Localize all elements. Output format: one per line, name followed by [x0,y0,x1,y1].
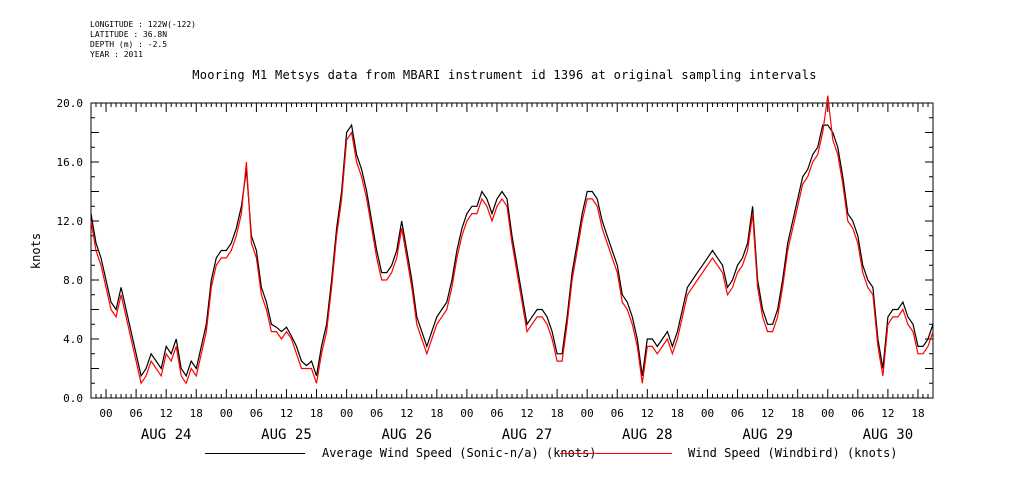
x-hour-label: 18 [791,407,804,420]
legend-swatch-windbird [560,453,672,454]
x-hour-label: 12 [520,407,533,420]
x-day-label: AUG 29 [742,427,793,443]
latitude-label: LATITUDE : 36.8N [90,30,168,39]
x-hour-label: 00 [340,407,353,420]
y-tick-label: 4.0 [63,333,83,346]
x-hour-label: 12 [881,407,894,420]
x-hour-label: 18 [430,407,443,420]
y-tick-label: 0.0 [63,392,83,405]
x-hour-label: 00 [821,407,834,420]
x-day-label: AUG 28 [622,427,673,443]
x-day-label: AUG 24 [141,427,192,443]
series-line-windbird [90,95,934,385]
x-hour-label: 00 [460,407,473,420]
x-hour-label: 06 [370,407,383,420]
x-hour-label: 12 [280,407,293,420]
series-line-sonic [90,123,934,378]
x-hour-label: 00 [701,407,714,420]
chart-title: Mooring M1 Metsys data from MBARI instru… [192,68,817,82]
x-hour-label: 12 [641,407,654,420]
x-hour-label: 12 [761,407,774,420]
x-hour-label: 18 [911,407,924,420]
y-tick-label: 20.0 [57,97,84,110]
x-hour-label: 06 [851,407,864,420]
station-metadata: LONGITUDE : 122W(-122) LATITUDE : 36.8N … [90,20,196,60]
x-day-label: AUG 25 [261,427,312,443]
x-hour-label: 06 [731,407,744,420]
x-hour-label: 00 [220,407,233,420]
x-hour-label: 00 [581,407,594,420]
x-hour-label: 00 [99,407,112,420]
plot-frame [90,102,934,399]
x-day-label: AUG 26 [381,427,432,443]
x-hour-label: 06 [129,407,142,420]
y-tick-label: 12.0 [57,215,84,228]
x-hour-label: 18 [671,407,684,420]
x-hour-label: 06 [611,407,624,420]
x-hour-label: 18 [310,407,323,420]
x-day-label: AUG 27 [502,427,553,443]
x-hour-label: 06 [250,407,263,420]
x-hour-label: 12 [160,407,173,420]
legend-label-sonic: Average Wind Speed (Sonic-n/a) (knots) [322,446,597,460]
legend-label-windbird: Wind Speed (Windbird) (knots) [688,446,898,460]
legend-swatch-sonic [205,453,305,454]
year-label: YEAR : 2011 [90,50,143,59]
x-hour-label: 12 [400,407,413,420]
x-hour-label: 18 [550,407,563,420]
y-tick-label: 16.0 [57,156,84,169]
y-tick-label: 8.0 [63,274,83,287]
x-hour-label: 18 [190,407,203,420]
depth-label: DEPTH (m) : -2.5 [90,40,168,49]
x-day-label: AUG 30 [863,427,914,443]
y-axis-label: knots [29,233,43,269]
longitude-label: LONGITUDE : 122W(-122) [90,20,196,29]
x-hour-label: 06 [490,407,503,420]
